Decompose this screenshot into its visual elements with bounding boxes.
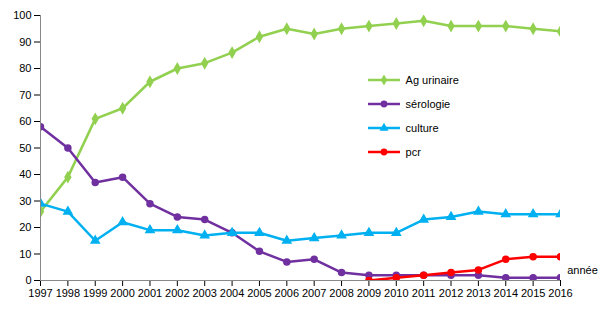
- svg-text:2014: 2014: [494, 287, 518, 299]
- svg-text:2000: 2000: [110, 287, 134, 299]
- svg-text:2009: 2009: [357, 287, 381, 299]
- svg-text:1999: 1999: [83, 287, 107, 299]
- svg-text:1997: 1997: [28, 287, 52, 299]
- svg-text:90: 90: [19, 36, 31, 48]
- svg-text:2002: 2002: [165, 287, 189, 299]
- svg-text:2007: 2007: [302, 287, 326, 299]
- svg-text:2011: 2011: [412, 287, 436, 299]
- svg-text:2015: 2015: [521, 287, 545, 299]
- svg-text:2012: 2012: [439, 287, 463, 299]
- svg-text:50: 50: [19, 142, 31, 154]
- svg-text:2003: 2003: [192, 287, 216, 299]
- html-text:pcr: pcr: [405, 146, 421, 158]
- svg-text:80: 80: [19, 62, 31, 74]
- html-text:culture: culture: [405, 122, 439, 134]
- html-text:Ag urinaire: Ag urinaire: [405, 74, 459, 86]
- svg-text:2001: 2001: [138, 287, 162, 299]
- svg-text:1998: 1998: [56, 287, 80, 299]
- svg-text:30: 30: [19, 195, 31, 207]
- svg-text:2005: 2005: [247, 287, 271, 299]
- svg-text:70: 70: [19, 89, 31, 101]
- svg-text:2013: 2013: [466, 287, 490, 299]
- svg-text:année: année: [567, 264, 598, 276]
- svg-text:2016: 2016: [548, 287, 572, 299]
- svg-text:100: 100: [13, 9, 31, 21]
- svg-text:0: 0: [25, 274, 31, 286]
- svg-text:2006: 2006: [275, 287, 299, 299]
- html-text:sérologie: sérologie: [405, 98, 451, 110]
- svg-text:20: 20: [19, 221, 31, 233]
- svg-text:40: 40: [19, 168, 31, 180]
- svg-text:10: 10: [19, 248, 31, 260]
- svg-text:60: 60: [19, 115, 31, 127]
- svg-text:2004: 2004: [220, 287, 244, 299]
- svg-text:2008: 2008: [329, 287, 353, 299]
- svg-text:2010: 2010: [384, 287, 408, 299]
